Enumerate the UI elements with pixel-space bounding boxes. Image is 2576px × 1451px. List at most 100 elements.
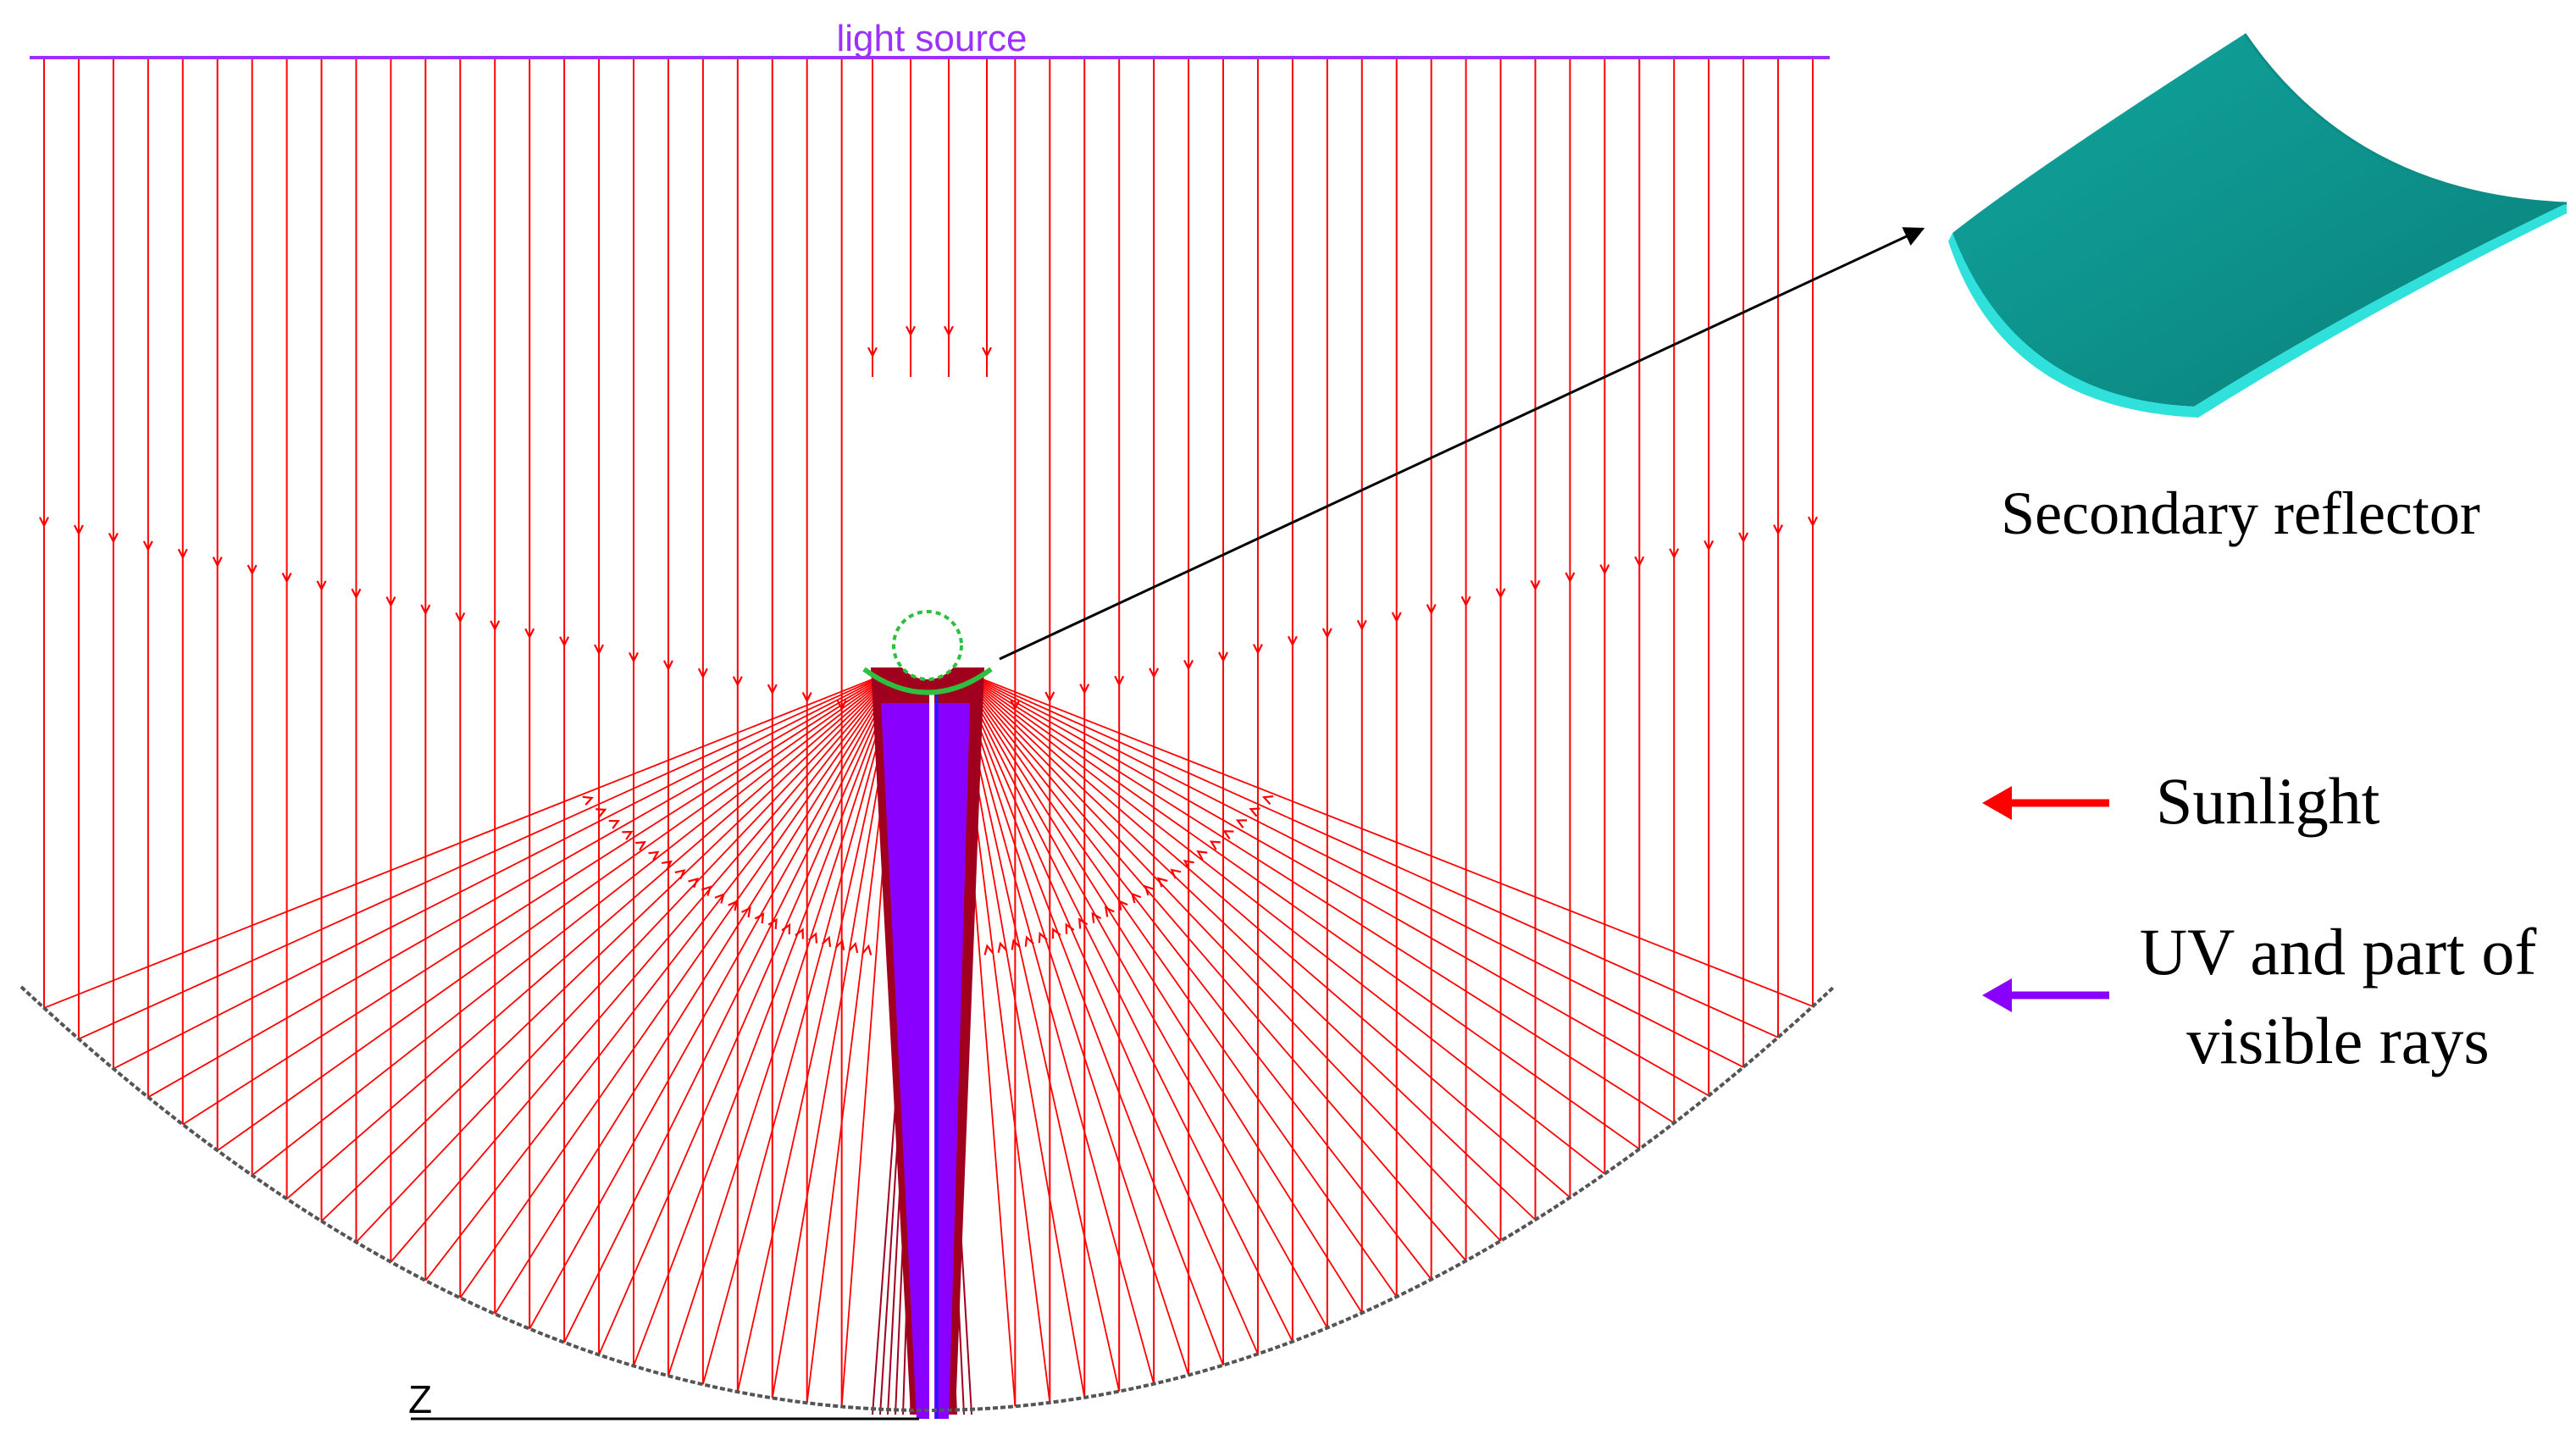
incident-arrowhead-28 <box>1010 699 1021 711</box>
reflected-ray-37 <box>956 668 1328 1329</box>
reflected-ray-12 <box>459 668 899 1299</box>
incident-arrowhead-4 <box>177 548 188 560</box>
incident-arrowhead-11 <box>420 604 431 616</box>
incident-arrowhead-9 <box>351 588 362 600</box>
reflected-arrowhead-20 <box>848 941 859 954</box>
reflected-arrowhead-5 <box>648 850 660 861</box>
reflected-ray-31 <box>956 668 1121 1392</box>
secondary-reflector-label: Secondary reflector <box>2001 479 2480 547</box>
reflected-ray-15 <box>563 668 899 1343</box>
reflected-ray-18 <box>668 668 899 1376</box>
reflected-arrowhead-42 <box>1144 884 1155 896</box>
incident-arrowhead-10 <box>385 596 396 607</box>
reflected-ray-19 <box>702 668 899 1385</box>
incident-arrowhead-17 <box>629 652 639 663</box>
reflected-arrowhead-19 <box>834 939 845 950</box>
incident-arrowhead-39 <box>1391 612 1402 623</box>
reflected-ray-21 <box>771 668 899 1398</box>
reflected-arrowhead-18 <box>821 935 832 948</box>
reflected-ray-9 <box>355 668 899 1243</box>
incident-arrowhead-36 <box>1287 635 1298 647</box>
reflected-ray-8 <box>320 668 899 1222</box>
reflected-ray-34 <box>956 668 1224 1365</box>
reflected-arrowhead-16 <box>795 928 804 939</box>
legend-uv-label-line2: visible rays <box>2186 1004 2489 1077</box>
incident-arrowhead-2 <box>108 532 119 544</box>
incident-sun-rays <box>43 58 1814 1407</box>
reflected-arrowhead-38 <box>1091 911 1102 923</box>
central-arrowhead-c2 <box>944 325 954 337</box>
reflected-arrowhead-44 <box>1170 868 1182 879</box>
reflected-ray-48 <box>956 668 1709 1097</box>
reflected-arrowhead-3 <box>622 830 634 840</box>
incident-arrowhead-46 <box>1634 556 1645 568</box>
reflected-ray-47 <box>956 668 1675 1124</box>
incident-arrowhead-20 <box>732 676 743 687</box>
reflected-arrowhead-37 <box>1078 917 1089 929</box>
legend-uv-arrowhead <box>1982 978 2012 1012</box>
reflected-ray-38 <box>956 668 1363 1314</box>
reflected-arrowhead-51 <box>1261 795 1274 806</box>
reflected-ray-32 <box>956 668 1155 1384</box>
reflected-arrowhead-36 <box>1065 922 1075 934</box>
incident-arrowhead-50 <box>1773 524 1784 535</box>
reflected-arrowhead-39 <box>1104 905 1115 917</box>
reflected-arrowhead-46 <box>1196 850 1208 861</box>
reflected-arrowhead-0 <box>582 795 594 806</box>
uv-visible-beam <box>881 703 970 1419</box>
reflected-arrowhead-1 <box>596 808 607 818</box>
reflected-ray-33 <box>956 668 1189 1376</box>
reflected-arrowhead-8 <box>688 877 699 889</box>
reflected-arrowhead-43 <box>1156 877 1168 888</box>
reflected-arrowhead-11 <box>728 900 739 911</box>
reflected-arrowhead-41 <box>1130 892 1142 904</box>
incident-arrowhead-16 <box>594 644 605 656</box>
reflected-arrowhead-15 <box>781 922 791 935</box>
incident-arrowhead-13 <box>490 620 501 632</box>
reflected-ray-14 <box>529 668 899 1330</box>
incident-arrowhead-51 <box>1808 516 1818 528</box>
incident-arrowhead-6 <box>247 564 258 576</box>
incident-arrowhead-18 <box>662 660 673 672</box>
reflected-ray-3 <box>147 668 899 1099</box>
incident-arrowhead-47 <box>1669 548 1680 560</box>
reflected-ray-10 <box>390 668 899 1263</box>
incident-arrowhead-23 <box>836 700 847 712</box>
reflected-ray-49 <box>956 668 1744 1068</box>
incident-arrowhead-33 <box>1183 659 1194 671</box>
reflected-ray-1 <box>78 668 899 1040</box>
incident-arrowhead-7 <box>281 572 292 584</box>
reflected-arrowhead-17 <box>808 932 818 944</box>
reflected-ray-35 <box>956 668 1259 1354</box>
incident-arrowhead-1 <box>73 524 84 536</box>
reflected-arrowhead-10 <box>714 893 725 904</box>
reflected-ray-4 <box>182 668 899 1126</box>
reflected-arrowhead-21 <box>861 944 873 955</box>
incident-arrowhead-21 <box>767 684 778 695</box>
reflected-arrowhead-30 <box>983 944 994 955</box>
reflected-arrowhead-48 <box>1222 830 1234 840</box>
reflected-ray-6 <box>252 668 899 1177</box>
ray-direction-arrows <box>39 325 1818 955</box>
reflected-arrowhead-6 <box>661 860 673 871</box>
incident-arrowhead-5 <box>212 557 223 568</box>
central-arrowhead-c3 <box>982 346 992 358</box>
callout-arrow <box>999 227 1925 661</box>
incident-arrowhead-40 <box>1426 604 1437 615</box>
reflected-ray-39 <box>956 668 1398 1298</box>
reflected-ray-45 <box>956 668 1605 1175</box>
reflected-ray-42 <box>956 668 1502 1242</box>
reflected-ray-7 <box>285 668 899 1199</box>
reflected-arrowhead-12 <box>741 906 751 918</box>
light-source-label: light source <box>836 18 1027 59</box>
reflected-arrowhead-14 <box>767 917 778 929</box>
reflected-ray-50 <box>956 668 1779 1038</box>
incident-arrowhead-49 <box>1738 532 1749 544</box>
primary-parabolic-reflector <box>19 985 1836 1412</box>
reflected-arrowhead-13 <box>754 912 765 924</box>
incident-arrowhead-48 <box>1703 540 1715 551</box>
reflected-arrowhead-50 <box>1249 807 1260 817</box>
central-arrowhead-c1 <box>906 325 916 337</box>
reflected-ray-20 <box>736 668 899 1393</box>
